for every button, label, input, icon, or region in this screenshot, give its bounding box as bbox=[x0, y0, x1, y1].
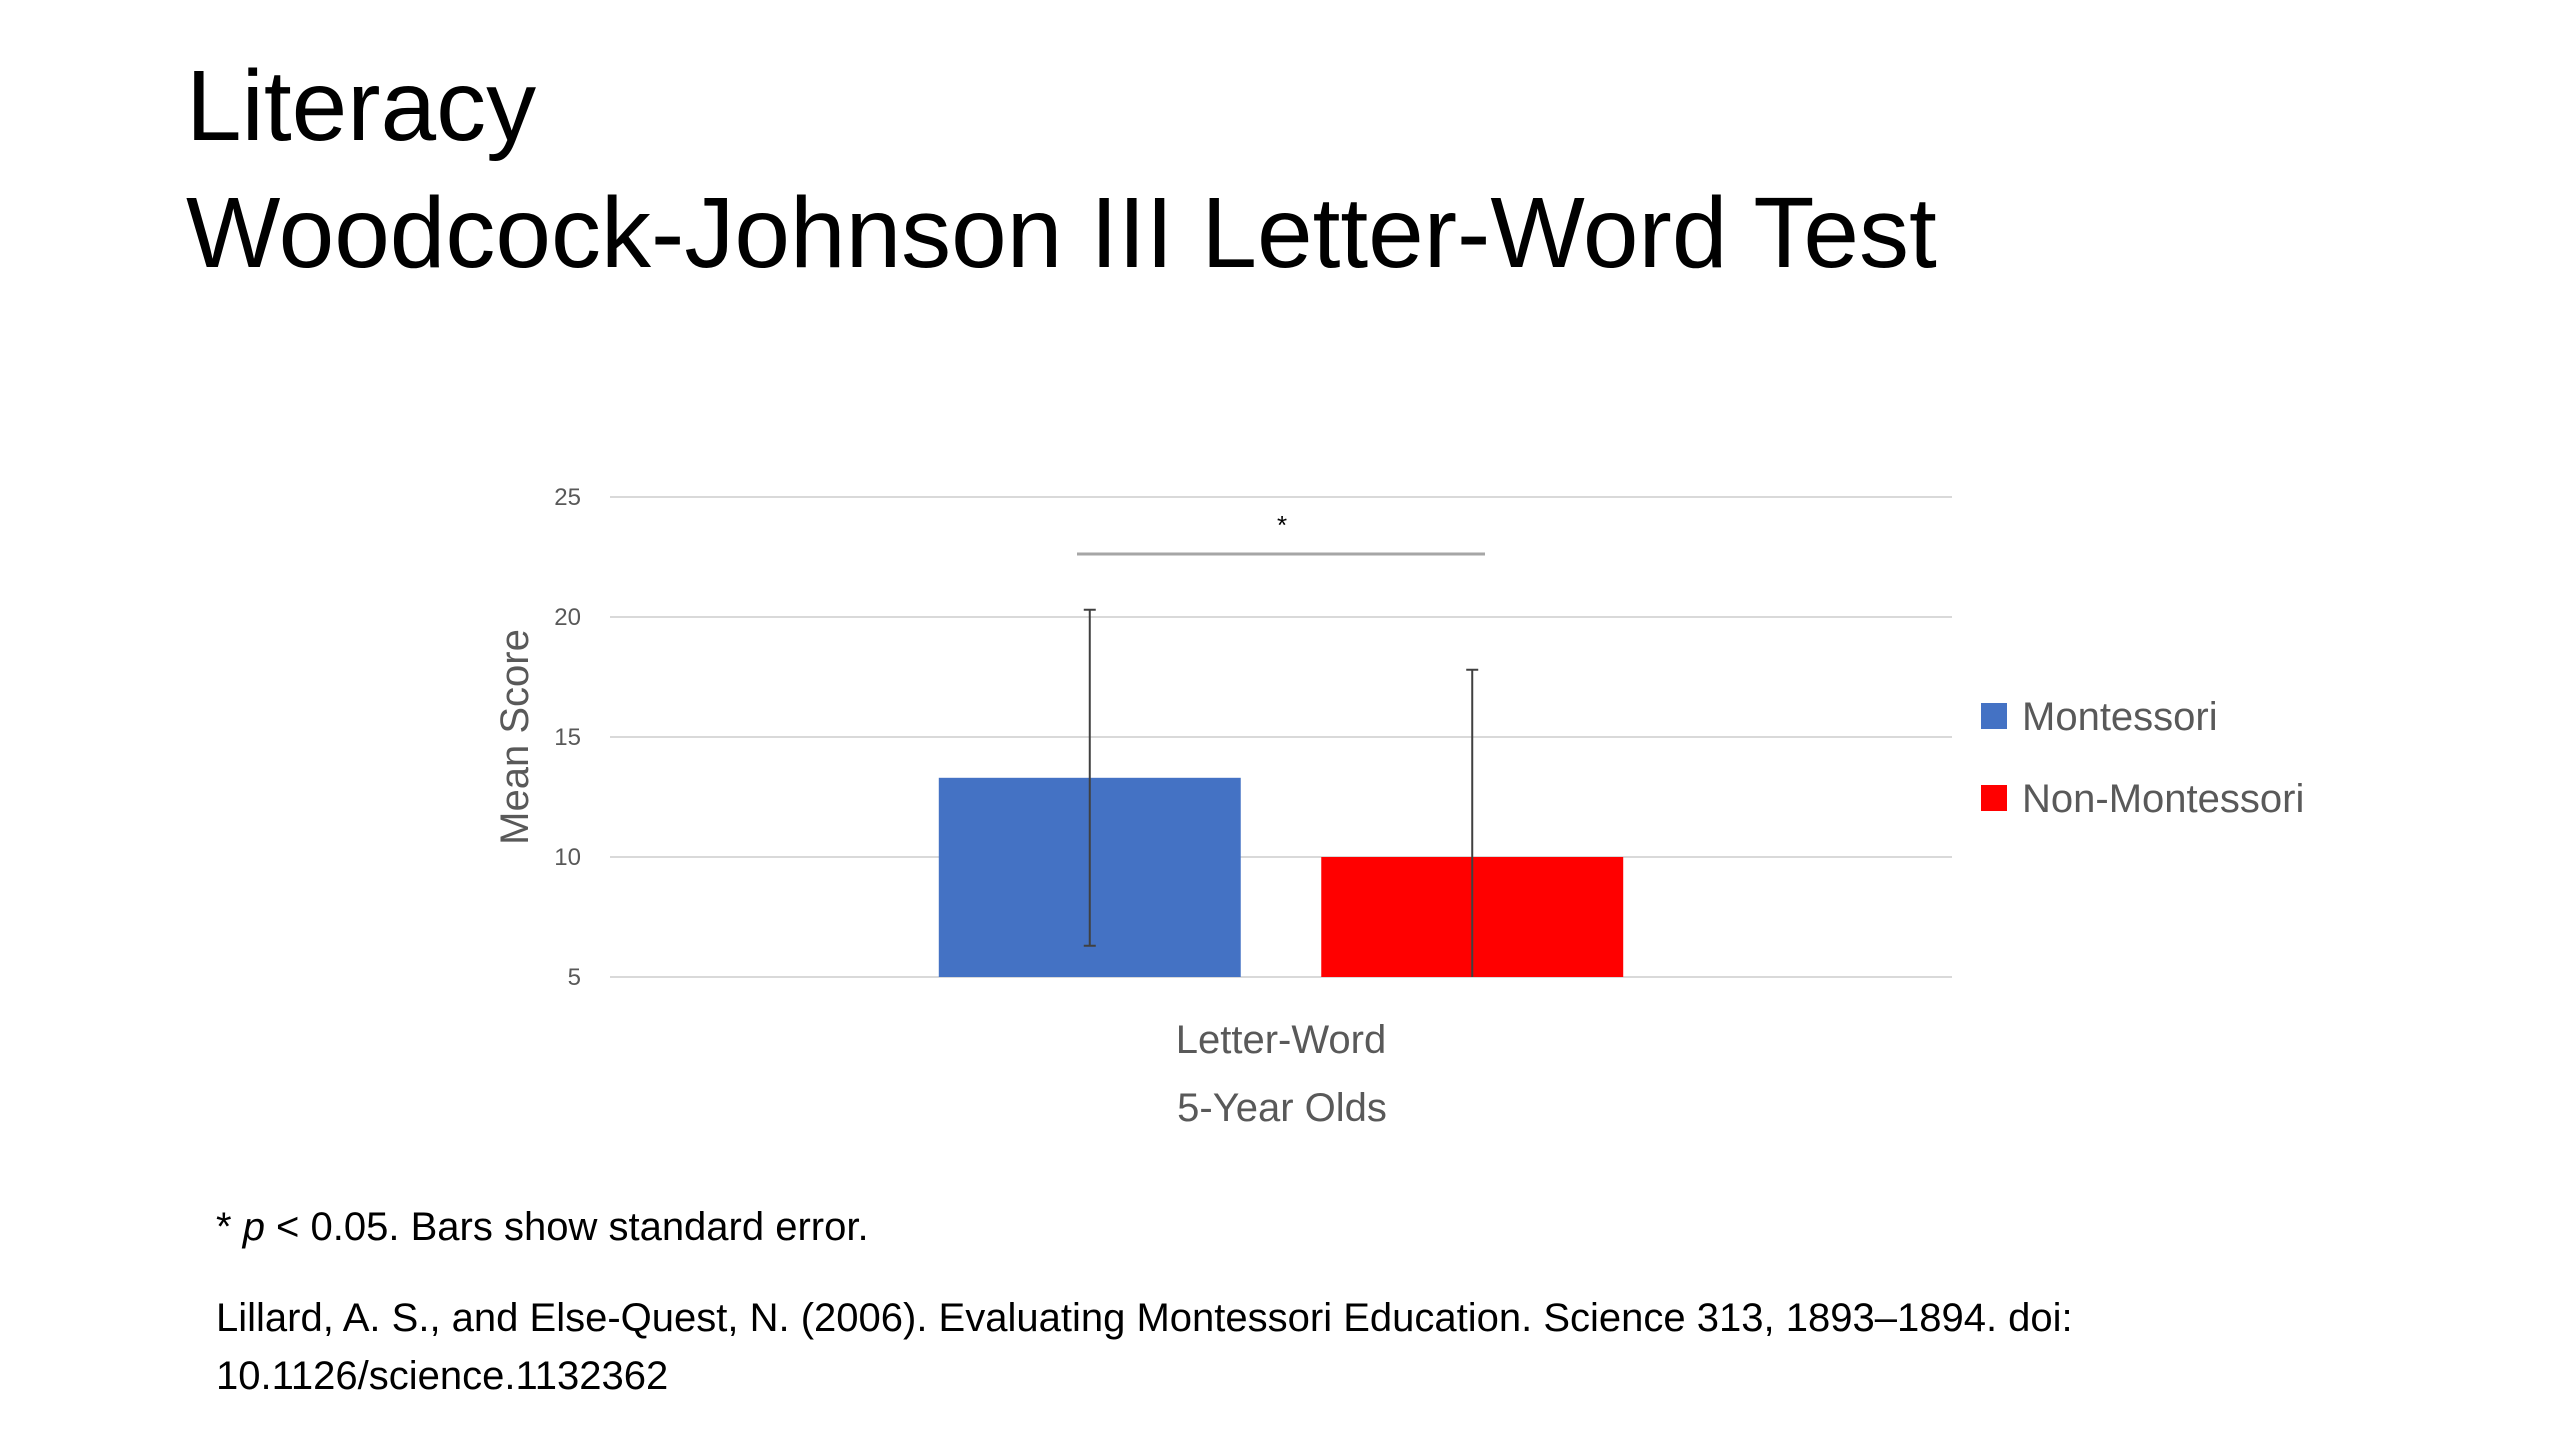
y-tick-label: 25 bbox=[554, 484, 581, 511]
citation: 10.1126/science.1132362 bbox=[216, 1354, 668, 1398]
footnote: * p < 0.05. Bars show standard error. bbox=[216, 1205, 869, 1249]
legend-swatch bbox=[1981, 703, 2007, 729]
footnote-part: < 0.05. Bars show standard error. bbox=[265, 1205, 869, 1249]
y-tick-label: 15 bbox=[554, 724, 581, 751]
footnote-part: p bbox=[242, 1205, 265, 1249]
x-tick-label: Letter-Word bbox=[1176, 1018, 1386, 1062]
legend-label: Montessori bbox=[2022, 695, 2218, 739]
legend-label: Non-Montessori bbox=[2022, 777, 2304, 821]
significance-mark: * bbox=[1277, 510, 1287, 540]
x-axis-label: 5-Year Olds bbox=[1177, 1086, 1387, 1130]
footnote-part: * bbox=[216, 1205, 243, 1249]
citation: Lillard, A. S., and Else-Quest, N. (2006… bbox=[216, 1296, 2073, 1340]
error-bars bbox=[1083, 608, 1479, 977]
slide-title: Literacy bbox=[186, 50, 536, 162]
slide-title: Woodcock-Johnson III Letter-Word Test bbox=[186, 177, 1937, 289]
legend-swatch bbox=[1981, 785, 2007, 811]
y-tick-label: 5 bbox=[568, 964, 581, 991]
y-tick-label: 20 bbox=[554, 604, 581, 631]
error-bar bbox=[1466, 668, 1479, 977]
y-axis-label: Mean Score bbox=[493, 629, 537, 845]
error-bar bbox=[1083, 608, 1096, 947]
y-tick-label: 10 bbox=[554, 844, 581, 871]
